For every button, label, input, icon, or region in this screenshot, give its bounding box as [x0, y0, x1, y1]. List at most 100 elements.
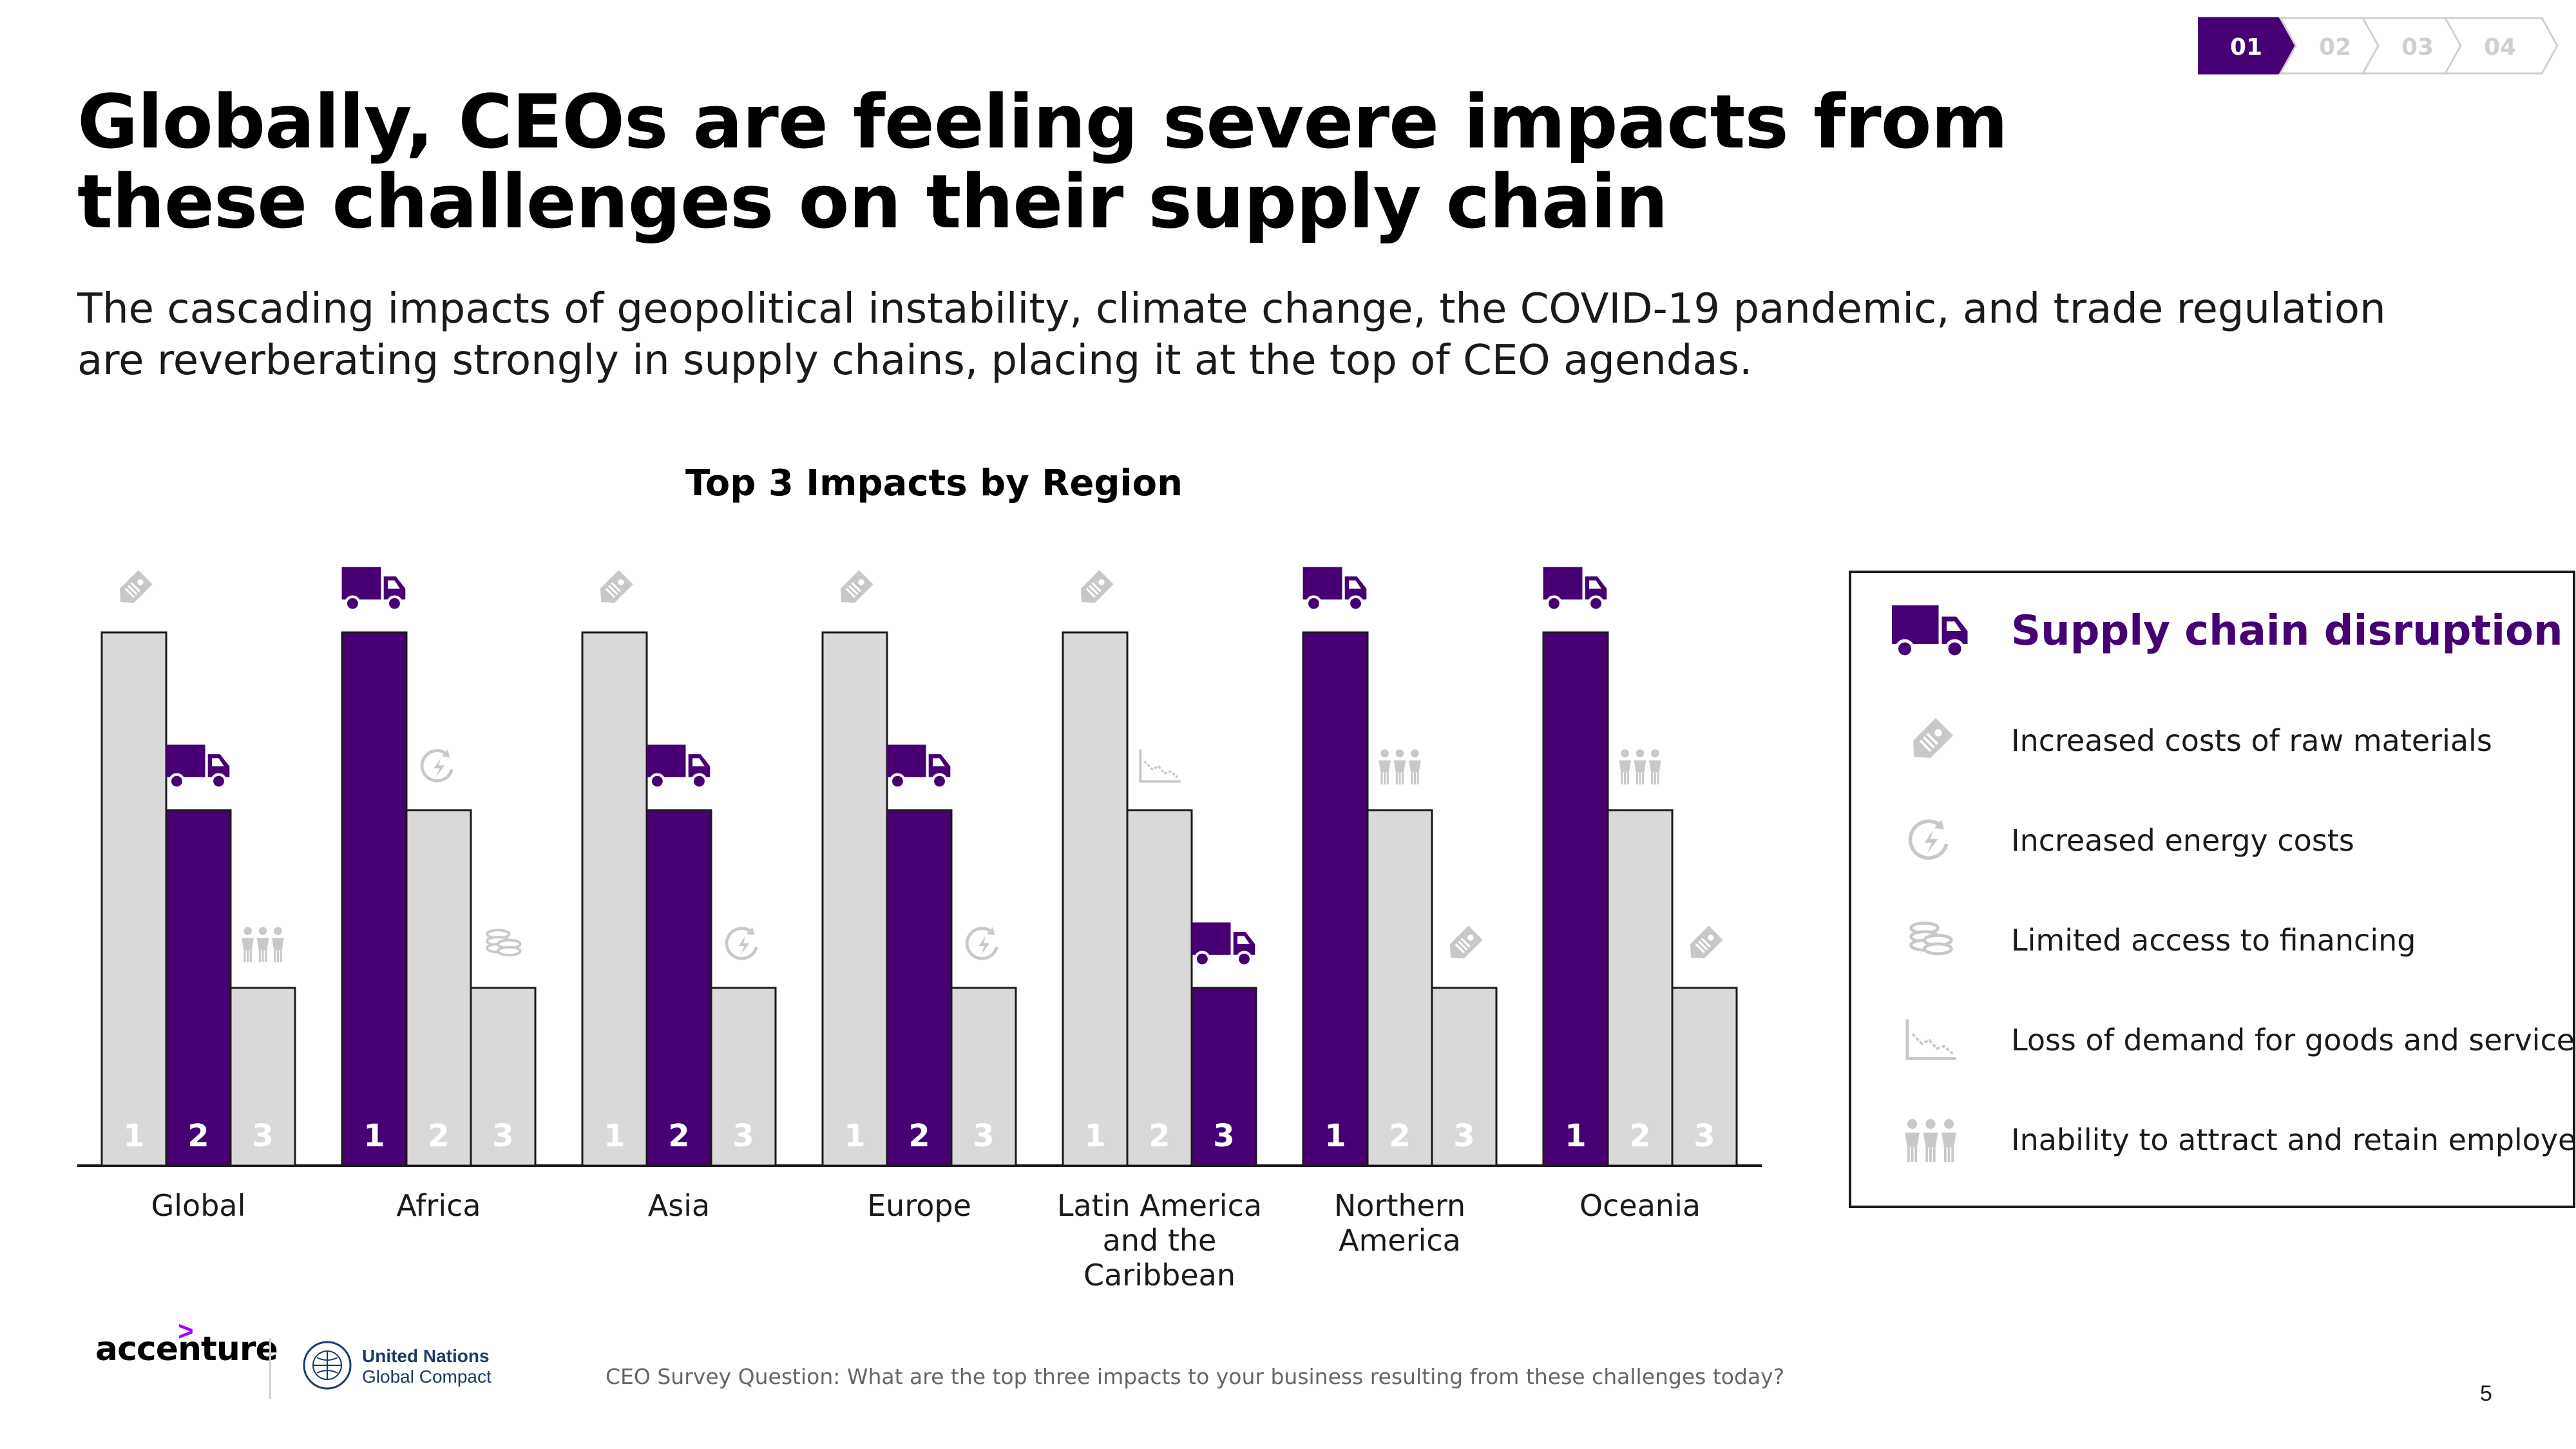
truck-icon [1191, 922, 1255, 967]
bar-africa-rank-3 [470, 987, 537, 1167]
region-group: 1 2 3 [821, 570, 1017, 1167]
region-group: 1 2 3 [581, 570, 777, 1167]
people-icon [1379, 749, 1421, 785]
region-group: 1 2 3 [341, 567, 537, 1167]
rank-label: 2 [1389, 1118, 1410, 1154]
bar-global-rank-3 [229, 987, 296, 1167]
page-title: Globally, CEOs are feeling severe impact… [77, 79, 2008, 245]
rank-label: 3 [1213, 1118, 1234, 1154]
rank-label: 2 [187, 1118, 209, 1154]
bar-latin-america-and-the-caribbean-rank-2 [1126, 809, 1193, 1167]
truck-icon [166, 744, 230, 790]
bar-global-rank-1 [100, 631, 167, 1167]
bar-europe-rank-1 [821, 631, 888, 1167]
price-tag-icon [840, 570, 873, 603]
bar-africa-rank-1 [341, 631, 408, 1167]
rank-label: 1 [844, 1118, 865, 1154]
nav-step-04[interactable] [2443, 17, 2559, 75]
bar-europe-rank-2 [886, 809, 953, 1167]
step-navigation: 01 02 03 04 [2198, 17, 2559, 75]
region-group: 1 2 3 [100, 570, 296, 1167]
rank-label: 2 [428, 1118, 449, 1154]
rank-label: 2 [1629, 1118, 1650, 1154]
truck-icon [1543, 567, 1607, 612]
energy-icon [420, 749, 453, 782]
legend-item-supply-chain-disruption: Supply chain disruption [1851, 592, 2573, 670]
truck-icon [1892, 605, 1968, 659]
bar-oceania-rank-1 [1542, 631, 1609, 1167]
rank-label: 1 [604, 1118, 625, 1154]
coins-icon [486, 929, 522, 957]
legend-label: Limited access to financing [2011, 923, 2416, 958]
price-tag-icon [1449, 925, 1483, 959]
un-global-compact-logo-text: United Nations Global Compact [362, 1346, 491, 1387]
rank-label: 1 [363, 1118, 385, 1154]
region-label: Global [151, 1188, 246, 1223]
un-name: United Nations [362, 1346, 490, 1366]
rank-label: 2 [668, 1118, 689, 1154]
legend-label: Supply chain disruption [2011, 607, 2563, 655]
rank-label: 3 [1693, 1118, 1715, 1154]
energy-icon [725, 927, 758, 960]
logo-divider [269, 1338, 271, 1399]
legend-label: Increased energy costs [2011, 823, 2354, 858]
people-icon [1619, 749, 1661, 785]
price-tag-icon [1690, 925, 1723, 959]
bar-europe-rank-3 [950, 987, 1017, 1167]
region-label: Africa [396, 1188, 481, 1223]
bar-oceania-rank-3 [1671, 987, 1738, 1167]
region-label: Latin America and the Caribbean [1057, 1188, 1262, 1293]
rank-label: 2 [1149, 1118, 1170, 1154]
rank-label: 1 [123, 1118, 144, 1154]
bar-northern-america-rank-1 [1302, 631, 1369, 1167]
truck-icon [341, 567, 406, 612]
rank-label: 3 [973, 1118, 994, 1154]
rank-label: 3 [732, 1118, 754, 1154]
region-label: Oceania [1579, 1188, 1701, 1223]
region-label: Northern America [1334, 1188, 1465, 1258]
page-number: 5 [2480, 1381, 2492, 1406]
nav-step-label: 01 [2230, 34, 2262, 61]
nav-step-label: 04 [2484, 34, 2516, 61]
accenture-logo: > accenture [95, 1316, 278, 1368]
bar-latin-america-and-the-caribbean-rank-1 [1062, 631, 1129, 1167]
rank-label: 1 [1324, 1118, 1346, 1154]
rank-label: 3 [492, 1118, 513, 1154]
bar-latin-america-and-the-caribbean-rank-3 [1190, 987, 1257, 1167]
truck-icon [646, 744, 711, 790]
people-icon [242, 927, 284, 963]
energy-icon [1908, 819, 1949, 860]
legend-item-increased-energy-costs: Increased energy costs [1851, 802, 2573, 879]
bar-asia-rank-1 [581, 631, 648, 1167]
rank-label: 3 [252, 1118, 273, 1154]
people-icon [1905, 1119, 1956, 1162]
price-tag-icon [1913, 718, 1953, 758]
coins-icon [1909, 922, 1953, 956]
bar-northern-america-rank-2 [1366, 809, 1433, 1167]
bar-africa-rank-2 [405, 809, 472, 1167]
legend-item-loss-of-demand: Loss of demand for goods and services [1851, 1001, 2576, 1079]
truck-icon [1892, 605, 1968, 659]
legend-item-limited-access-financing: Limited access to financing [1851, 902, 2573, 979]
declining-chart-icon [1139, 749, 1181, 783]
accenture-wordmark: accenture [95, 1330, 278, 1368]
rank-label: 1 [1565, 1118, 1586, 1154]
rank-label: 2 [908, 1118, 930, 1154]
nav-step-label: 02 [2319, 34, 2351, 61]
nav-step-label: 03 [2401, 34, 2434, 61]
rank-label: 1 [1084, 1118, 1105, 1154]
legend-item-increased-costs-raw-materials: Increased costs of raw materials [1851, 702, 2573, 779]
bar-global-rank-2 [165, 809, 232, 1167]
energy-icon [965, 927, 998, 960]
region-group: 1 2 3 [1062, 570, 1257, 1167]
legend-label: Loss of demand for goods and services [2011, 1023, 2576, 1057]
chart-title: Top 3 Impacts by Region [685, 462, 1183, 504]
survey-source-note: CEO Survey Question: What are the top th… [606, 1364, 1785, 1389]
declining-chart-icon [1905, 1019, 1956, 1060]
region-label: Europe [867, 1188, 971, 1223]
price-tag-icon [600, 570, 633, 603]
energy-icon [1908, 819, 1949, 860]
truck-icon [886, 744, 951, 790]
people-icon [1905, 1119, 1956, 1162]
